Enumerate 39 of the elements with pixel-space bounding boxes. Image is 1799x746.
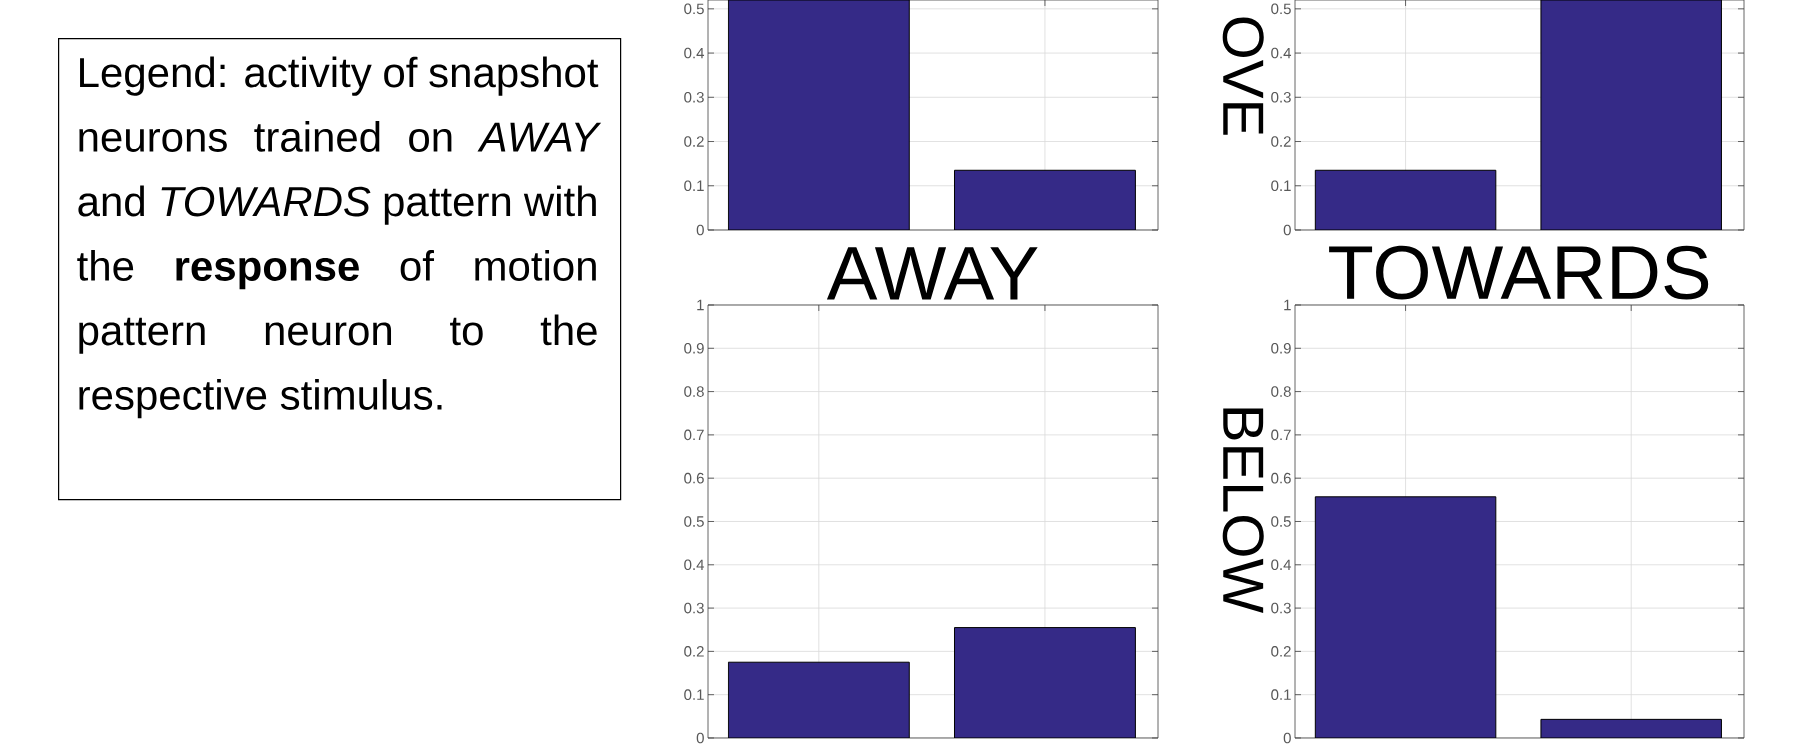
y-tick-label: 0.1 — [684, 689, 704, 700]
y-tick-label: 0 — [696, 732, 704, 744]
y-tick-label: 0.6 — [684, 472, 704, 484]
y-tick-label: 0.9 — [684, 342, 704, 354]
y-tick-label: 0.2 — [1271, 646, 1291, 657]
y-tick-label: 0 — [1283, 732, 1291, 744]
y-tick-label: 0.7 — [1271, 429, 1291, 441]
y-tick-label: 0.6 — [1271, 472, 1291, 484]
y-tick-label: 0.5 — [684, 3, 704, 15]
y-tick-label: 0.2 — [684, 646, 704, 657]
y-tick-label: 0.5 — [1271, 516, 1291, 527]
y-axis-title: BELOW — [1222, 408, 1264, 614]
y-tick-label: 0.1 — [1271, 689, 1291, 700]
y-tick-label: 0.4 — [684, 559, 705, 571]
y-tick-label: 1 — [697, 299, 704, 311]
y-tick-label: 0.9 — [1271, 342, 1291, 354]
y-tick-label: 0.2 — [684, 136, 704, 147]
text: Legend: activity of snapshot neurons trained on AWAY and TOWARDS pattern with the response of motion pattern neuron to the respective stimulus. — [77, 56, 602, 419]
y-tick-label: 0.2 — [1271, 136, 1291, 147]
y-tick-label: 0.3 — [684, 91, 704, 103]
y-tick-label: 0.8 — [1271, 386, 1291, 397]
y-tick-label: 0.5 — [1271, 3, 1291, 15]
y-axis-title: OVE — [1222, 17, 1264, 135]
y-tick-label: 0.4 — [1271, 559, 1292, 571]
y-tick-label: 1 — [1284, 299, 1291, 311]
y-tick-label: 0.4 — [1271, 47, 1292, 59]
y-tick-label: 0 — [696, 224, 704, 236]
y-tick-label: 0.3 — [1271, 91, 1291, 103]
y-tick-label: 0.1 — [684, 180, 704, 192]
y-tick-label: 0.7 — [684, 429, 704, 441]
y-tick-label: 0.1 — [1271, 180, 1291, 192]
y-tick-label: 0.4 — [684, 47, 705, 59]
y-tick-label: 0.3 — [684, 602, 704, 614]
y-tick-label: 0.8 — [684, 386, 704, 397]
y-tick-label: 0.3 — [1271, 602, 1291, 614]
y-tick-label: 0 — [1283, 224, 1291, 236]
y-tick-label: 0.5 — [684, 516, 704, 527]
chart-title: TOWARDS — [1329, 245, 1709, 300]
chart-title: AWAY — [826, 247, 1038, 300]
